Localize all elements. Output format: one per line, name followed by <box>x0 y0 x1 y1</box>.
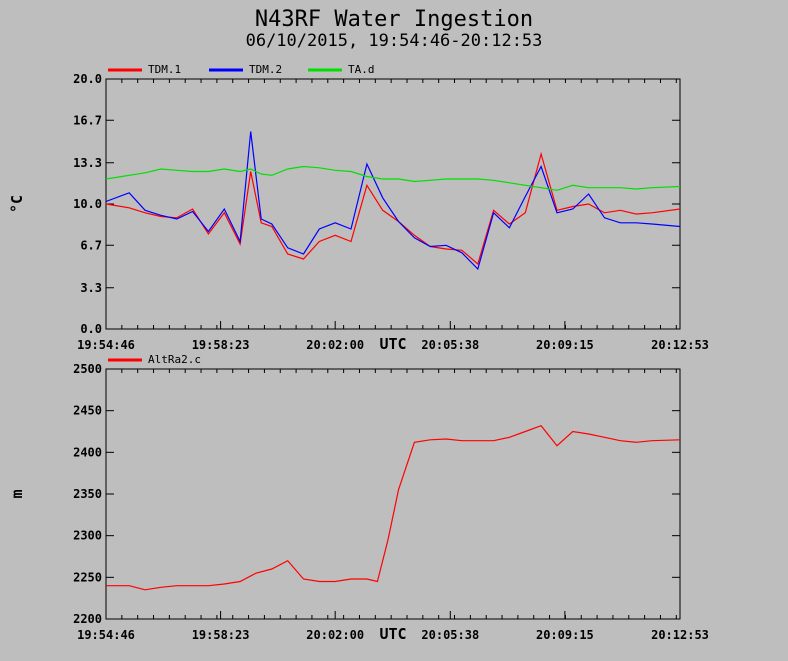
x-tick-label: 19:54:46 <box>77 338 135 352</box>
plot-frame <box>105 368 681 620</box>
x-tick-label: 19:54:46 <box>77 628 135 642</box>
y-tick-label: 0.0 <box>80 322 102 336</box>
legend-entry: TDM.1 <box>148 63 181 76</box>
x-tick-label: 20:09:15 <box>536 628 594 642</box>
y-tick-label: 2200 <box>73 612 102 626</box>
legend-entry: AltRa2.c <box>148 353 201 366</box>
y-axis-label: m <box>8 489 26 498</box>
plot-frame <box>105 78 681 330</box>
y-tick-label: 10.0 <box>73 197 102 211</box>
y-axis-label: °C <box>8 195 26 213</box>
y-tick-label: 20.0 <box>73 72 102 86</box>
x-tick-label: 20:02:00 <box>306 338 364 352</box>
legend-entry: TA.d <box>348 63 375 76</box>
x-tick-label: 20:05:38 <box>421 628 479 642</box>
y-tick-label: 2450 <box>73 404 102 418</box>
y-tick-label: 2300 <box>73 529 102 543</box>
chart-subtitle: 06/10/2015, 19:54:46-20:12:53 <box>246 31 543 51</box>
altitude-panel: 2200 2250 2300 2350 2400 2450 2500 19:54:46 19:5… <box>8 353 709 643</box>
temperature-panel: 0.0 3.3 6.7 10.0 13.3 16.7 20.0 19:54:46 19:58:2… <box>8 63 709 353</box>
y-tick-label: 2500 <box>73 362 102 376</box>
series-line-tdm-2 <box>106 131 680 271</box>
series-line-ta-d <box>106 165 680 191</box>
y-tick-label: 2350 <box>73 487 102 501</box>
x-tick-label: 20:09:15 <box>536 338 594 352</box>
x-tick-label: 20:02:00 <box>306 628 364 642</box>
y-tick-label: 2250 <box>73 570 102 584</box>
y-tick-label: 2400 <box>73 445 102 459</box>
x-tick-label: 19:58:23 <box>192 338 250 352</box>
x-axis-label: UTC <box>379 335 406 353</box>
x-tick-label: 20:12:53 <box>651 338 709 352</box>
y-tick-label: 13.3 <box>73 156 102 170</box>
series-line-altra2-c <box>106 424 680 591</box>
x-tick-label: 20:12:53 <box>651 628 709 642</box>
legend-entry: TDM.2 <box>249 63 282 76</box>
chart-title: N43RF Water Ingestion <box>255 7 533 32</box>
x-axis-label: UTC <box>379 625 406 643</box>
series-line-tdm-1 <box>106 151 680 266</box>
y-tick-label: 3.3 <box>80 281 102 295</box>
x-tick-label: 20:05:38 <box>421 338 479 352</box>
y-tick-label: 16.7 <box>73 113 102 127</box>
y-tick-label: 6.7 <box>80 238 102 252</box>
x-tick-label: 19:58:23 <box>192 628 250 642</box>
